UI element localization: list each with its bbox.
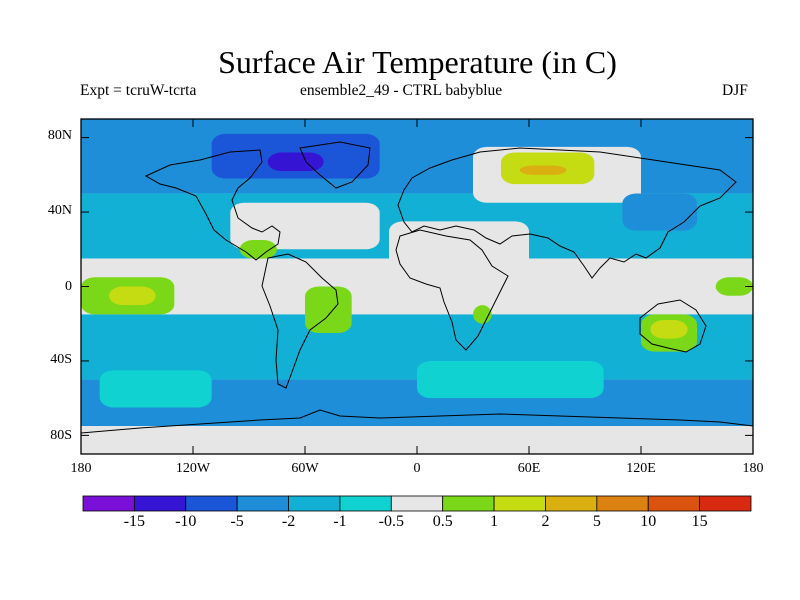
chart-title: Surface Air Temperature (in C) <box>218 44 617 80</box>
colorbar-label-1: -10 <box>175 513 197 530</box>
subtitle-ensemble: ensemble2_49 - CTRL babyblue <box>300 82 503 99</box>
lat-label-40s: 40S <box>50 352 72 367</box>
colorbar-label-4: -1 <box>333 513 347 530</box>
colorbar-swatch-12 <box>699 495 752 512</box>
colorbar-swatch-8 <box>493 495 546 512</box>
lon-label-180e: 180 <box>742 461 764 476</box>
colorbar-label-2: -5 <box>230 513 244 530</box>
temperature-region-23 <box>417 360 604 399</box>
temperature-region-17 <box>650 320 688 339</box>
temperature-region-7 <box>267 152 324 172</box>
coastline-africa <box>395 229 509 351</box>
temperature-region-13 <box>305 286 352 334</box>
lon-label-180w: 180 <box>70 461 92 476</box>
coastline-australia <box>639 299 707 353</box>
coastline-south-america <box>261 253 339 389</box>
colorbar-swatch-1 <box>133 495 187 512</box>
colorbar-label-0: -15 <box>123 513 146 530</box>
lat-label-40n: 40N <box>47 203 72 218</box>
lon-label-60w: 60W <box>291 461 319 476</box>
coastline-greenland <box>299 141 371 189</box>
coastlines <box>81 141 753 434</box>
temperature-region-21 <box>622 193 697 231</box>
colorbar-swatch-11 <box>647 495 701 512</box>
lat-label-80n: 80N <box>47 128 72 143</box>
temperature-region-15 <box>109 286 156 306</box>
temperature-region-8 <box>230 202 380 250</box>
temperature-region-18 <box>715 277 753 296</box>
lat-label-0: 0 <box>65 279 72 294</box>
coastline-north-america <box>144 149 281 261</box>
colorbar-label-3: -2 <box>281 513 296 530</box>
temperature-region-20 <box>239 239 277 259</box>
latitude-ticks <box>81 137 753 436</box>
colorbar-swatch-2 <box>185 495 238 512</box>
longitude-ticks <box>80 119 754 454</box>
colorbar-swatch-3 <box>236 495 289 512</box>
colorbar <box>82 495 752 512</box>
colorbar-label-8: 2 <box>541 513 550 530</box>
coastline-eurasia <box>397 147 737 279</box>
lon-label-120w: 120W <box>175 461 211 476</box>
temperature-region-12 <box>519 165 567 175</box>
colorbar-swatch-7 <box>442 495 495 512</box>
colorbar-label-5: -0.5 <box>378 513 404 530</box>
subtitle-season: DJF <box>722 82 748 99</box>
temperature-region-22 <box>99 370 212 408</box>
temperature-region-0 <box>81 119 753 194</box>
colorbar-label-6: 0.5 <box>432 513 453 530</box>
lat-label-80s: 80S <box>50 428 72 443</box>
lon-label-60e: 60E <box>517 461 541 476</box>
colorbar-swatch-0 <box>82 495 135 512</box>
coastline-antarctica <box>81 409 753 434</box>
temperature-region-9 <box>389 221 529 287</box>
colorbar-label-11: 15 <box>691 513 708 530</box>
colorbar-swatch-5 <box>339 495 392 512</box>
colorbar-swatch-6 <box>390 495 444 512</box>
temperature-field <box>81 119 753 454</box>
colorbar-label-10: 10 <box>640 513 657 530</box>
subtitle-experiment: Expt = tcruW-tcrta <box>80 82 197 99</box>
colorbar-swatch-9 <box>545 495 598 512</box>
colorbar-label-9: 5 <box>592 513 601 530</box>
lon-label-0: 0 <box>413 461 421 476</box>
colorbar-swatch-10 <box>596 495 649 512</box>
lon-label-120e: 120E <box>626 461 656 476</box>
colorbar-label-7: 1 <box>490 513 499 530</box>
colorbar-swatch-4 <box>288 495 341 512</box>
